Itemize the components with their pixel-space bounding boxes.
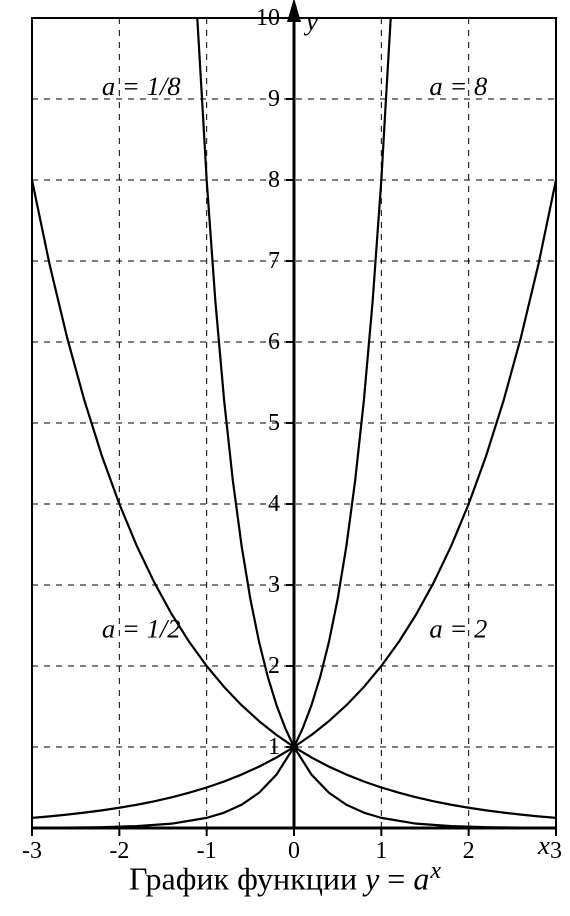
caption-eq: = — [379, 861, 413, 897]
curve-label: a = 2 — [429, 614, 487, 644]
svg-text:4: 4 — [268, 491, 280, 517]
exponential-chart: -3-2-1012312345678910xya = 2a = 1/2a = 8… — [0, 0, 570, 916]
svg-text:3: 3 — [268, 572, 280, 598]
curve-label: a = 1/8 — [102, 71, 181, 101]
caption-lhs: y — [365, 861, 379, 897]
svg-text:6: 6 — [268, 329, 280, 355]
svg-text:8: 8 — [268, 167, 280, 193]
curve-label: a = 1/2 — [102, 614, 181, 644]
caption-base: a — [413, 861, 429, 897]
caption-exp: x — [430, 858, 441, 884]
caption-prefix: График функции — [129, 861, 365, 897]
svg-text:y: y — [303, 6, 318, 36]
svg-text:9: 9 — [268, 86, 280, 112]
curve-label: a = 8 — [429, 71, 488, 101]
svg-text:7: 7 — [268, 248, 280, 274]
svg-text:x: x — [537, 830, 550, 860]
chart-caption: График функции y = ax — [0, 858, 570, 898]
svg-text:5: 5 — [268, 410, 280, 436]
svg-text:2: 2 — [268, 653, 280, 679]
common-point-marker — [290, 743, 298, 751]
svg-text:10: 10 — [256, 5, 280, 31]
